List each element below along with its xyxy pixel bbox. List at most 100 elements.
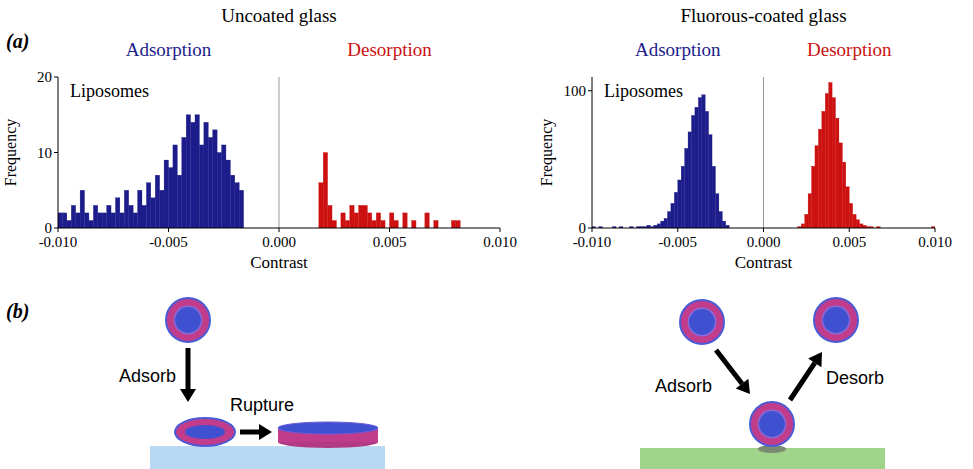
histogram-bar <box>456 220 460 228</box>
liposome <box>680 300 724 344</box>
histogram-panel: Uncoated glassAdsorptionDesorption-0.010… <box>2 5 517 272</box>
histogram-bar <box>102 213 106 228</box>
histogram-bar <box>239 190 243 228</box>
x-tick <box>168 228 169 232</box>
liposome <box>166 298 210 342</box>
histogram-bar <box>71 205 75 228</box>
patch-top <box>278 422 378 434</box>
arrow-shaft <box>716 350 742 384</box>
histogram-bar <box>226 160 230 228</box>
histogram-bar <box>151 198 155 228</box>
annotation: Liposomes <box>604 81 683 101</box>
y-tick-label: 0 <box>45 220 53 236</box>
histogram-bar <box>359 205 363 228</box>
histogram-bar <box>173 145 177 228</box>
bilayer-patch <box>278 422 378 448</box>
histogram-bar <box>836 118 839 228</box>
histogram-bar <box>719 212 722 228</box>
x-tick <box>279 228 280 232</box>
x-tick-label: 0.010 <box>483 234 517 250</box>
y-tick <box>588 228 592 229</box>
histogram-bar <box>89 220 93 228</box>
liposome-core <box>758 410 785 437</box>
histogram-bar <box>354 213 358 228</box>
histogram-bar <box>372 220 376 228</box>
histogram-bar <box>434 220 438 228</box>
x-tick <box>935 228 936 232</box>
arrow-head <box>736 379 750 394</box>
divider-line <box>763 77 764 228</box>
y-tick-label: 20 <box>37 69 52 85</box>
y-tick-label: 100 <box>564 83 587 99</box>
y-axis-title: Frequency <box>538 119 556 187</box>
histogram-bar <box>853 214 856 228</box>
histogram-bar <box>169 168 173 228</box>
histogram-bar <box>722 221 725 228</box>
liposome-core <box>688 308 715 335</box>
histogram-bar <box>425 213 429 228</box>
y-axis-title: Frequency <box>2 119 20 187</box>
histogram-bar <box>688 132 691 228</box>
histogram-bar <box>160 190 164 228</box>
histogram-bar <box>846 187 849 228</box>
histogram-bar <box>138 190 142 228</box>
x-axis-title: Contrast <box>250 253 308 272</box>
histogram-bar <box>839 143 842 228</box>
histogram-bar <box>217 153 221 229</box>
arrow-shaft <box>186 348 191 389</box>
y-axis-line <box>592 77 593 228</box>
liposome-core <box>174 306 201 333</box>
liposome-membrane <box>814 298 858 342</box>
histogram-bar <box>230 175 234 228</box>
x-tick <box>763 228 764 232</box>
arrow <box>790 352 822 400</box>
x-tick-label: -0.010 <box>573 234 612 250</box>
histogram-bar <box>818 129 821 228</box>
arrow <box>240 424 272 440</box>
bars <box>58 115 460 228</box>
histogram-bar <box>856 220 859 228</box>
histogram-bar <box>849 203 852 228</box>
liposome-membrane <box>680 300 724 344</box>
histogram-bar <box>815 146 818 228</box>
histogram-bar <box>182 137 186 228</box>
histogram-bar <box>685 148 688 228</box>
page: {"figure": {"panel_labels": ["(a)", "(b)… <box>0 0 973 469</box>
glass-slab <box>150 446 385 469</box>
histogram-bar <box>367 213 371 228</box>
x-tick-label: 0.005 <box>373 234 407 250</box>
histogram-bar <box>164 160 168 228</box>
arrow <box>180 348 196 402</box>
legend-entry: Adsorption <box>635 39 721 60</box>
legend-entry: Desorption <box>347 39 432 60</box>
histogram-bar <box>671 203 674 228</box>
histogram-bar <box>332 220 336 228</box>
histogram-bar <box>208 137 212 228</box>
diagram: AdsorbRuptureAdsorbDesorb <box>119 298 885 469</box>
liposome-membrane <box>750 402 794 446</box>
histogram-bar <box>664 218 667 228</box>
bars <box>592 82 935 228</box>
chart-title: Fluorous-coated glass <box>680 5 846 26</box>
histogram-bar <box>323 153 327 229</box>
x-tick <box>677 228 678 232</box>
histogram-bar <box>129 205 133 228</box>
liposome-membrane <box>166 298 210 342</box>
y-tick <box>54 228 58 229</box>
histogram-bar <box>376 213 380 228</box>
histogram-bar <box>146 183 150 228</box>
liposome-membrane <box>175 418 235 446</box>
legend-entry: Adsorption <box>126 39 212 60</box>
y-tick <box>54 152 58 153</box>
histogram-bar <box>98 213 102 228</box>
diagram-label: Rupture <box>230 395 294 415</box>
histogram-bar <box>345 220 349 228</box>
histogram-bar <box>222 145 226 228</box>
liposome <box>750 402 794 446</box>
x-tick-label: 0.000 <box>262 234 296 250</box>
histogram-bar <box>805 214 808 228</box>
diagram-label: Desorb <box>826 368 884 388</box>
diagram-label: Adsorb <box>655 376 712 396</box>
histogram-bar <box>657 224 660 228</box>
histogram-bar <box>93 205 97 228</box>
